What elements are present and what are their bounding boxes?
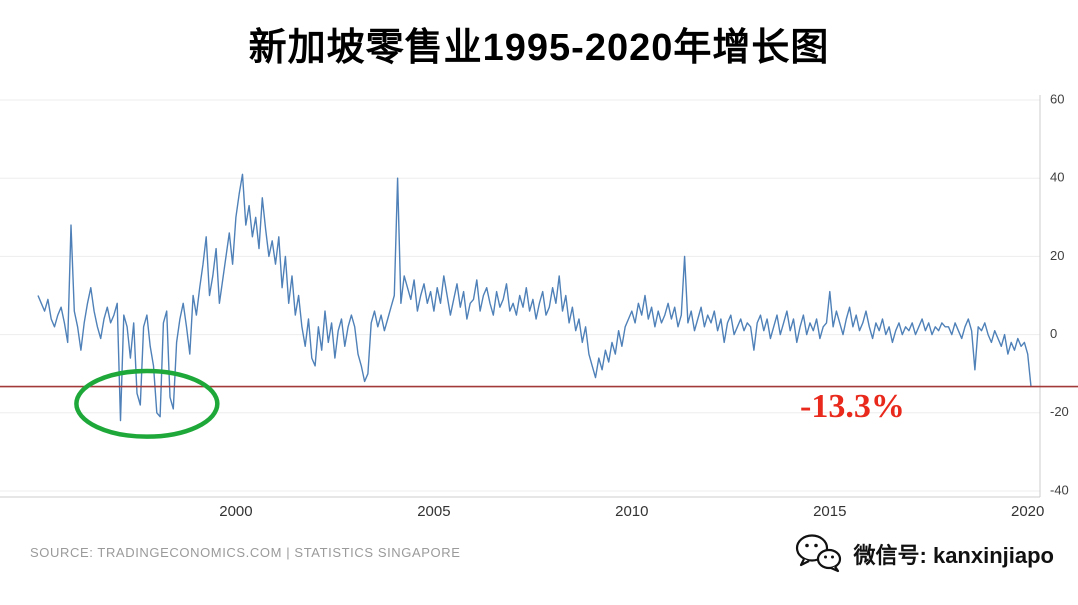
y-tick-label: 60 bbox=[1050, 91, 1064, 106]
wechat-id: 微信号: kanxinjiapo bbox=[853, 543, 1054, 568]
chart-title: 新加坡零售业1995-2020年增长图 bbox=[248, 27, 830, 69]
y-tick-label: -40 bbox=[1050, 482, 1069, 497]
x-tick-label: 2005 bbox=[417, 503, 450, 520]
source-credit: SOURCE: TRADINGECONOMICS.COM | STATISTIC… bbox=[30, 545, 461, 560]
y-tick-label: 40 bbox=[1050, 170, 1064, 185]
x-tick-label: 2015 bbox=[813, 503, 846, 520]
y-tick-label: 20 bbox=[1050, 248, 1064, 263]
wechat-badge: 微信号: kanxinjiapo bbox=[792, 532, 1054, 576]
x-tick-label: 2020 bbox=[1011, 503, 1044, 520]
series-line bbox=[37, 173, 1032, 422]
min-value-label: -13.3% bbox=[800, 388, 905, 425]
y-tick-label: -20 bbox=[1050, 404, 1069, 419]
x-tick-label: 2010 bbox=[615, 503, 648, 520]
x-tick-label: 2000 bbox=[219, 503, 252, 520]
wechat-icon bbox=[795, 534, 841, 573]
y-tick-label: 0 bbox=[1050, 326, 1057, 341]
green-circle-annotation bbox=[74, 368, 220, 439]
